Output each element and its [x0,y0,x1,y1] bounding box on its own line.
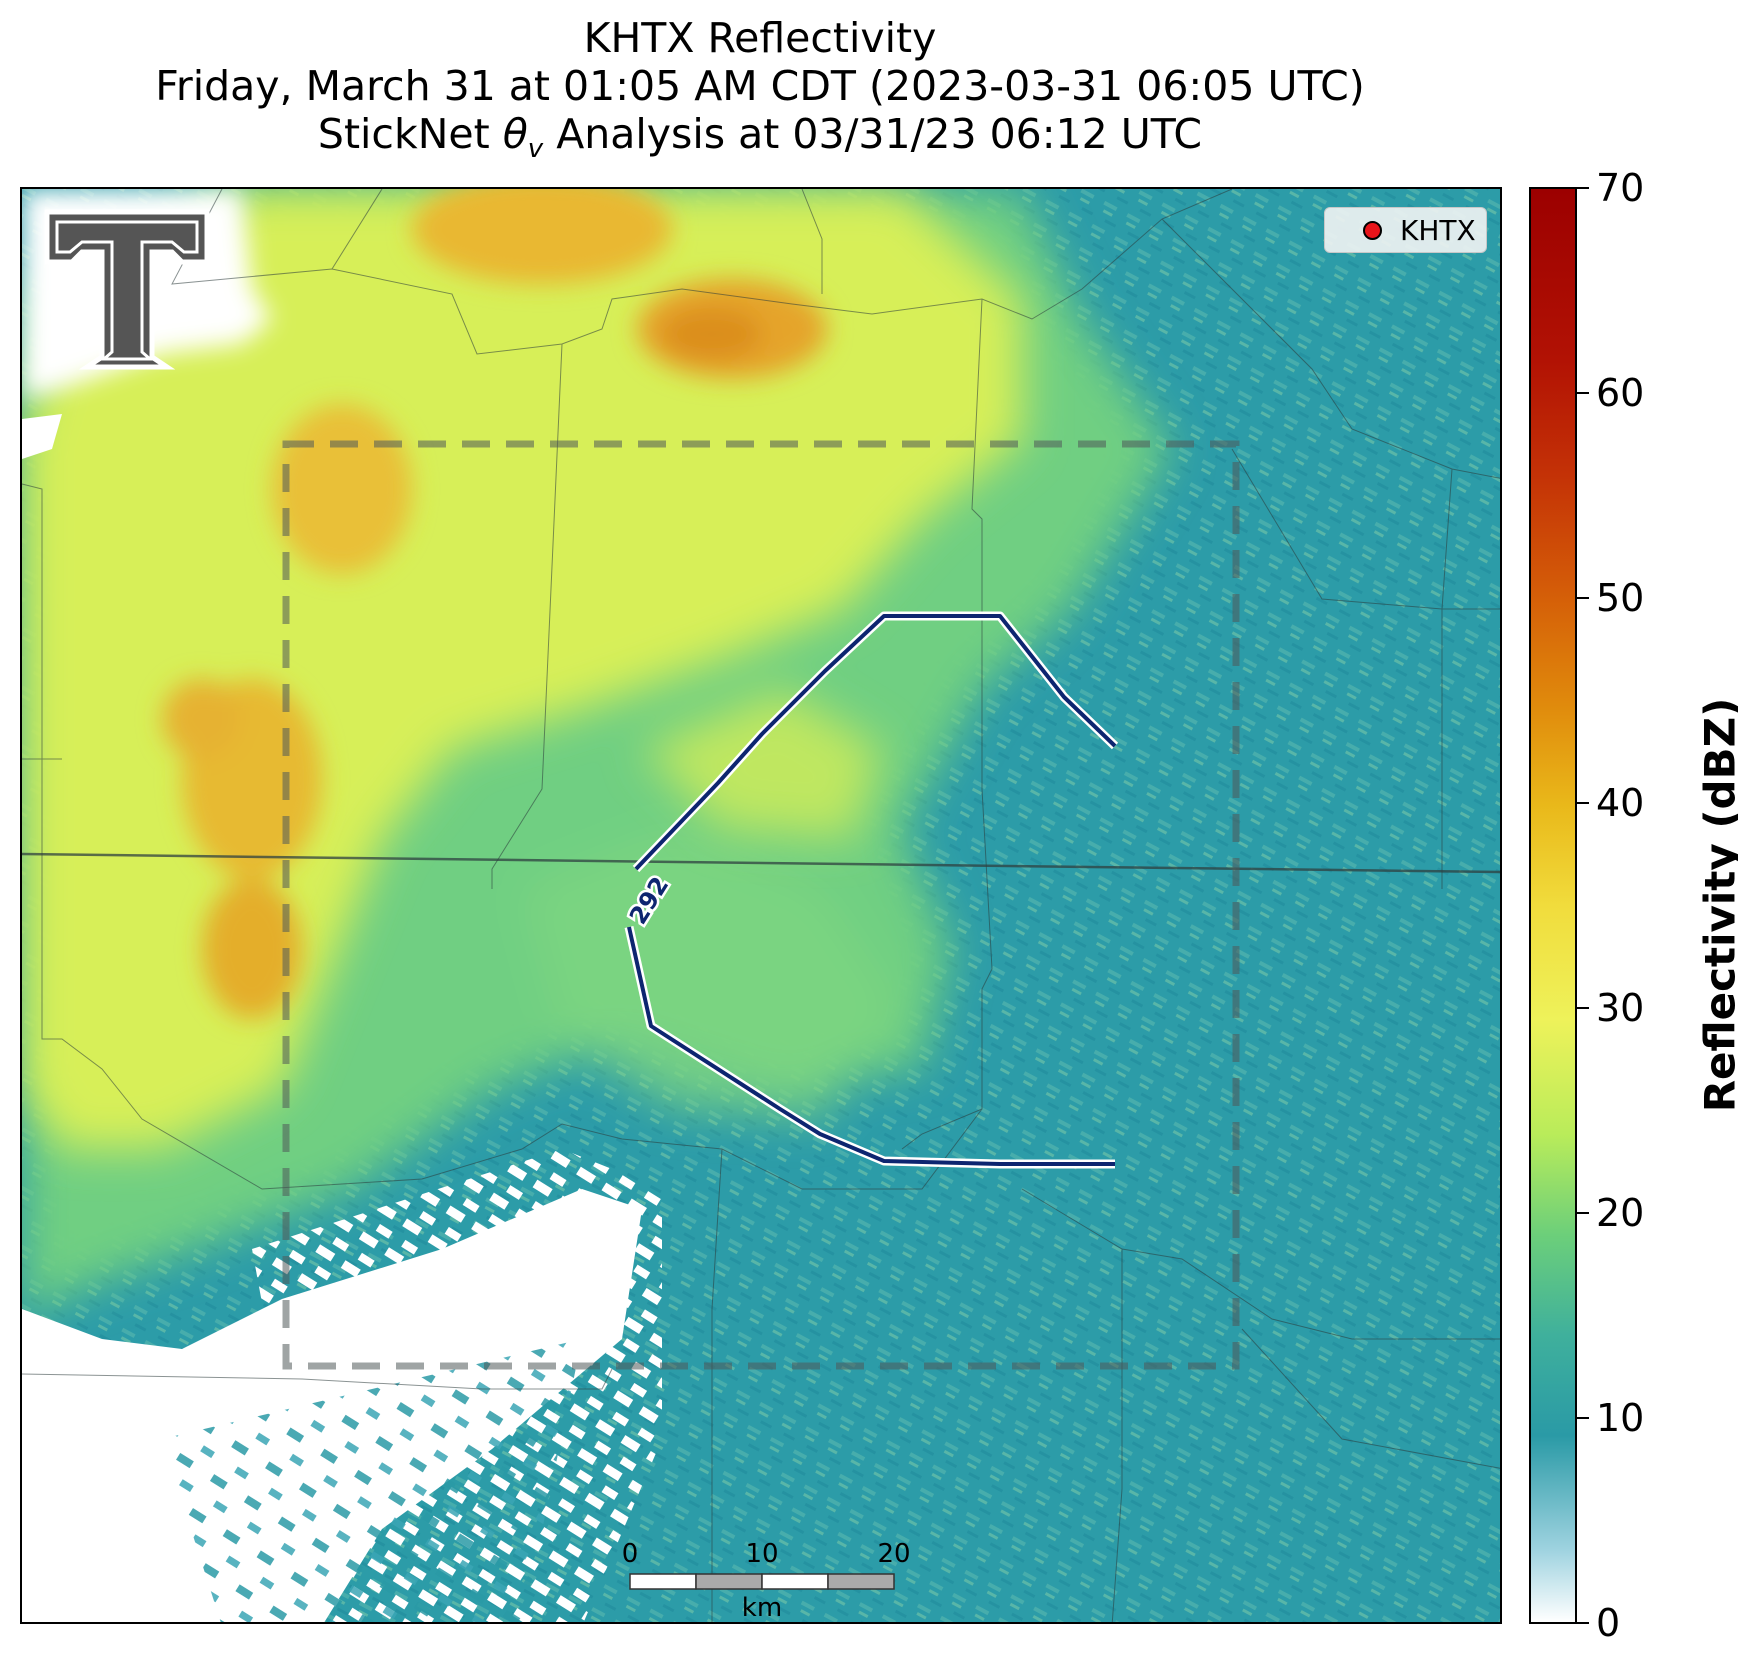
colorbar-tick [1577,597,1589,599]
radar-map: 292 KHTX 0 10 20 km [20,187,1502,1624]
colorbar-label-50: 50 [1596,576,1645,620]
radar-reflectivity-field: 292 [22,189,1500,1622]
scale-bar [629,1573,895,1590]
scale-label-20: 20 [877,1539,911,1569]
scale-label-0: 0 [621,1539,639,1569]
colorbar-label-60: 60 [1596,371,1645,415]
colorbar-tick [1577,1417,1589,1419]
colorbar-label-0: 0 [1596,1601,1621,1645]
state-boundary [22,852,1500,874]
county-boundaries [22,189,1500,1622]
colorbar-tick [1577,1212,1589,1214]
scale-label-10: 10 [745,1539,779,1569]
title-line-2: Friday, March 31 at 01:05 AM CDT (2023-0… [155,62,1365,110]
theta-symbol: θ [502,110,528,158]
colorbar-label-10: 10 [1596,1396,1645,1440]
colorbar-label-70: 70 [1596,166,1645,210]
title-line-1: KHTX Reflectivity [583,14,937,62]
scale-segment [629,1573,697,1590]
colorbar-label-20: 20 [1596,1191,1645,1235]
map-legend: KHTX [1324,207,1487,253]
colorbar-title: Reflectivity (dBZ) [1695,697,1738,1113]
texas-tech-logo-icon [44,209,210,370]
title-line-3: StickNet θv Analysis at 03/31/23 06:12 U… [317,110,1203,165]
analysis-domain-box [282,440,1240,1370]
colorbar-label-30: 30 [1596,986,1645,1030]
colorbar-tick [1577,187,1589,189]
scale-unit: km [741,1593,783,1623]
colorbar-label-40: 40 [1596,781,1645,825]
scale-segment [827,1573,895,1590]
colorbar-tick [1577,392,1589,394]
colorbar-tick [1577,802,1589,804]
map-title: KHTX Reflectivity Friday, March 31 at 01… [20,14,1500,173]
colorbar-tick [1577,1007,1589,1009]
scale-segment [761,1573,829,1590]
colorbar-tick [1577,1622,1589,1624]
colorbar [1529,187,1577,1624]
scale-segment [695,1573,763,1590]
radar-site-marker-icon [1363,220,1382,240]
legend-label: KHTX [1400,213,1476,247]
